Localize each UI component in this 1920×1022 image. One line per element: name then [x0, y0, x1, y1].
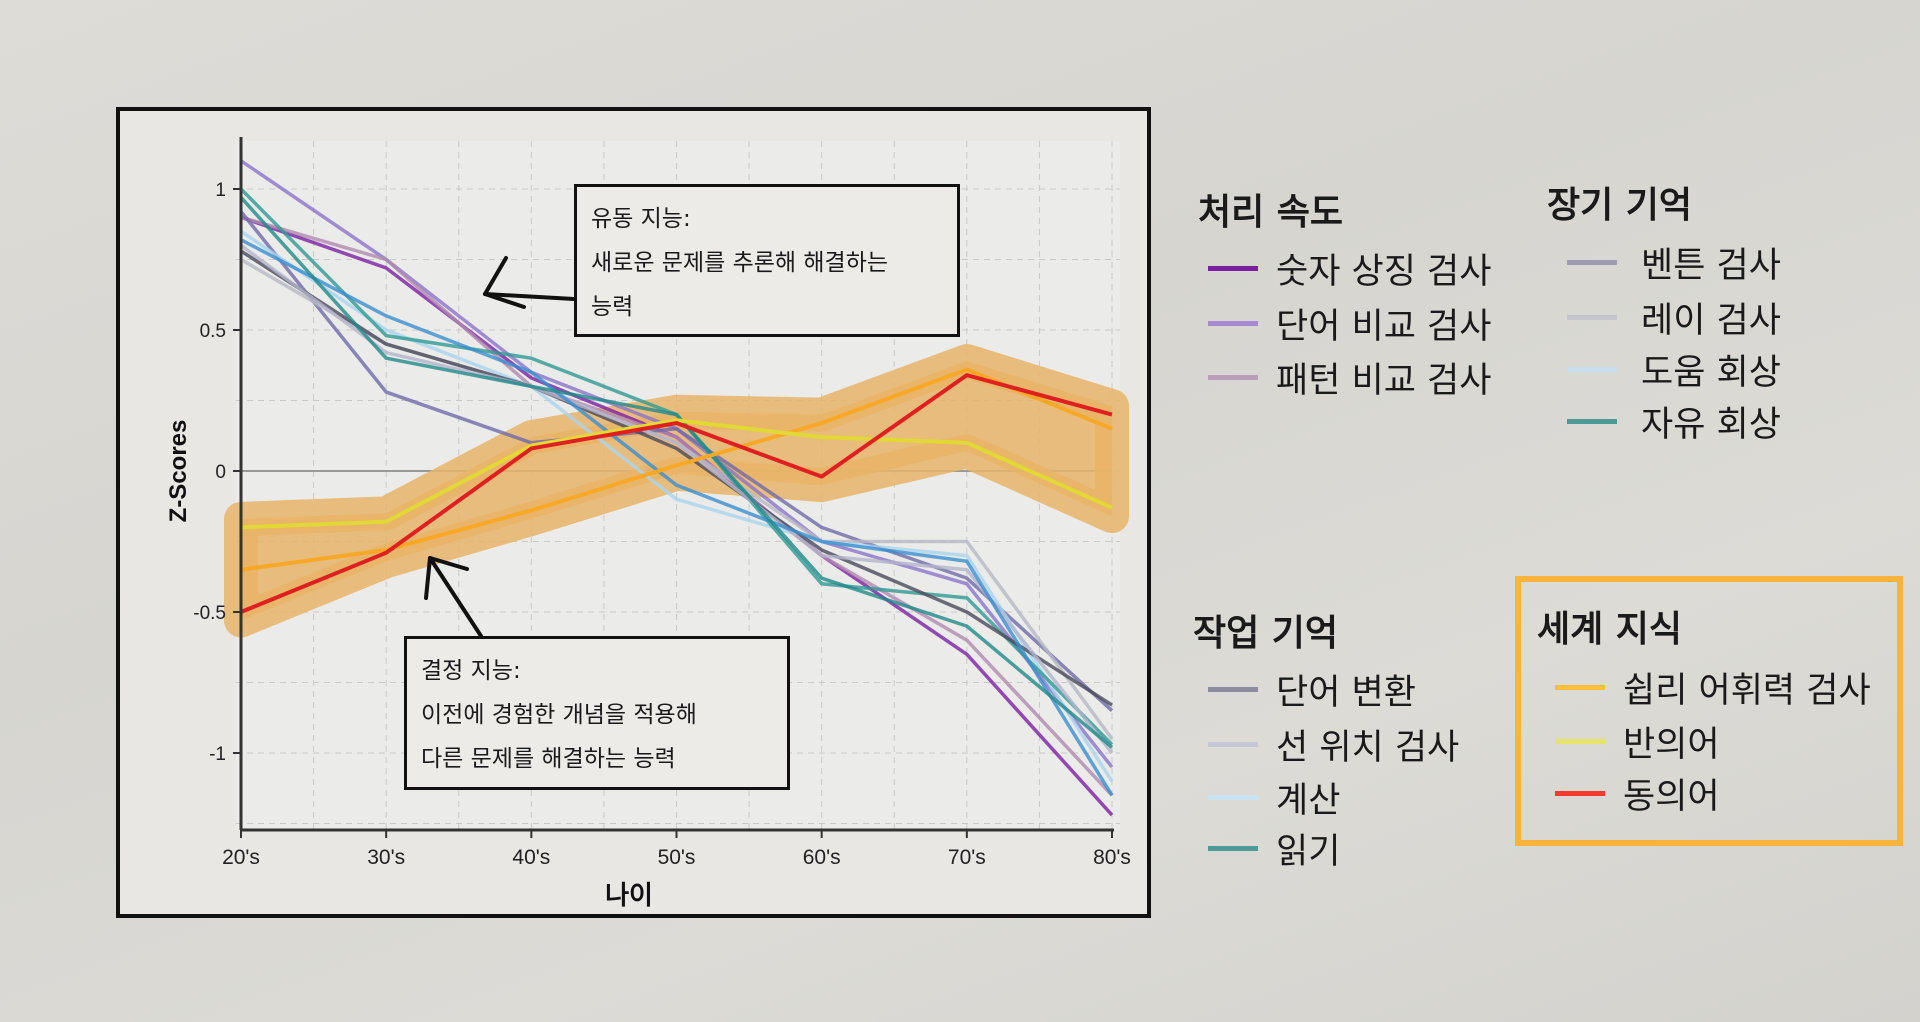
- legend-swatch: [1555, 739, 1605, 744]
- legend-item: 자유 회상: [1567, 396, 1781, 447]
- legend-item: 동의어: [1555, 768, 1720, 819]
- legend-label: 도움 회상: [1641, 353, 1781, 393]
- legend-item: 벤튼 검사: [1567, 237, 1781, 288]
- series-line: [239, 243, 1114, 755]
- crystallized-intelligence-note: 결정 지능: 이전에 경험한 개념을 적용해 다른 문제를 해결하는 능력: [404, 636, 790, 790]
- note-title: 결정 지능:: [421, 658, 521, 684]
- legend-label: 숫자 상징 검사: [1276, 252, 1492, 292]
- legend-item: 숫자 상징 검사: [1208, 243, 1491, 294]
- legend-item: 단어 변환: [1208, 664, 1416, 715]
- y-tick-label: 1: [215, 180, 226, 201]
- arrow-head-icon: [483, 256, 526, 309]
- x-tick-label: 70's: [948, 846, 986, 869]
- legend-swatch: [1567, 419, 1617, 424]
- legend-label: 읽기: [1276, 832, 1341, 872]
- y-tick-label: 0.5: [200, 321, 226, 342]
- legend-item: 도움 회상: [1567, 344, 1781, 395]
- x-tick-label: 20's: [222, 846, 260, 869]
- fluid-intelligence-note: 유동 지능: 새로운 문제를 추론해 해결하는 능력: [574, 184, 960, 337]
- arrow-head-icon: [424, 556, 469, 600]
- legend-heading-working-memory: 작업 기억: [1193, 613, 1339, 654]
- legend-swatch: [1208, 321, 1258, 326]
- series-line: [239, 210, 1114, 712]
- note-line: 다른 문제를 해결하는 능력: [421, 746, 676, 772]
- legend-label: 동의어: [1623, 777, 1720, 817]
- x-tick-label: 80's: [1093, 846, 1131, 869]
- series-line: [240, 249, 1113, 707]
- legend-label: 선 위치 검사: [1276, 728, 1460, 768]
- legend-label: 단어 변환: [1276, 673, 1416, 713]
- arrow-fluid: [483, 292, 576, 301]
- y-tick-label: 0: [215, 462, 226, 483]
- legend-label: 레이 검사: [1641, 301, 1781, 341]
- x-tick-label: 30's: [367, 846, 405, 869]
- x-tick-label: 60's: [803, 846, 841, 869]
- x-tick-label: 40's: [512, 846, 550, 869]
- y-tick-label: -0.5: [193, 603, 226, 624]
- legend-item: 레이 검사: [1567, 292, 1781, 343]
- legend-item: 읽기: [1208, 823, 1340, 874]
- y-axis-label: Z-Scores: [165, 420, 192, 523]
- legend-swatch: [1555, 791, 1605, 796]
- legend-swatch: [1567, 260, 1617, 265]
- y-tick-label: -1: [209, 744, 226, 765]
- legend-heading-world-knowledge: 세계 지식: [1537, 609, 1683, 650]
- x-axis-label: 나이: [605, 881, 653, 911]
- legend-label: 반의어: [1623, 725, 1720, 765]
- series-line: [240, 418, 1113, 530]
- legend-label: 패턴 비교 검사: [1276, 361, 1492, 401]
- world-knowledge-box: [1515, 576, 1903, 846]
- legend-item: 반의어: [1555, 716, 1720, 767]
- note-title: 유동 지능:: [591, 206, 691, 232]
- legend-item: 단어 비교 검사: [1208, 298, 1491, 349]
- legend-item: 패턴 비교 검사: [1208, 352, 1491, 403]
- legend-label: 단어 비교 검사: [1276, 307, 1492, 347]
- arrow-crystallized: [428, 556, 483, 638]
- legend-swatch: [1208, 687, 1258, 692]
- series-line: [240, 215, 1114, 797]
- legend-swatch: [1208, 266, 1258, 271]
- note-line: 능력: [591, 294, 634, 320]
- legend-swatch: [1555, 685, 1605, 690]
- legend-item: 선 위치 검사: [1208, 719, 1459, 770]
- legend-swatch: [1208, 375, 1258, 380]
- x-tick-label: 50's: [658, 846, 696, 869]
- legend-heading-processing-speed: 처리 속도: [1198, 192, 1344, 233]
- legend-item: 쉽리 어휘력 검사: [1555, 662, 1871, 713]
- legend-label: 자유 회상: [1641, 405, 1781, 445]
- note-line: 새로운 문제를 추론해 해결하는: [591, 250, 889, 276]
- legend-swatch: [1208, 742, 1258, 747]
- series-line: [240, 367, 1113, 572]
- legend-heading-long-term-memory: 장기 기억: [1547, 185, 1693, 226]
- legend-label: 벤튼 검사: [1641, 246, 1781, 286]
- legend-label: 쉽리 어휘력 검사: [1623, 671, 1871, 711]
- legend-swatch: [1567, 315, 1617, 320]
- series-line: [240, 373, 1113, 614]
- legend-swatch: [1567, 367, 1617, 372]
- legend-swatch: [1208, 795, 1258, 800]
- series-line: [240, 238, 1114, 797]
- legend-label: 계산: [1276, 781, 1341, 821]
- note-line: 이전에 경험한 개념을 적용해: [421, 702, 697, 728]
- series-line: [240, 229, 1114, 783]
- series-line: [239, 196, 1114, 749]
- legend-item: 계산: [1208, 772, 1340, 823]
- legend-swatch: [1208, 846, 1258, 851]
